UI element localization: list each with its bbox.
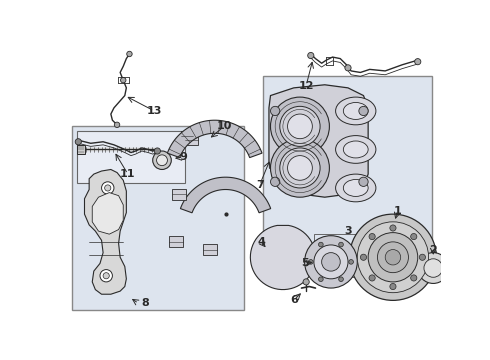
Circle shape bbox=[303, 279, 309, 285]
Polygon shape bbox=[92, 193, 123, 234]
Circle shape bbox=[153, 151, 172, 170]
Bar bbox=[77, 131, 185, 183]
Circle shape bbox=[305, 236, 357, 288]
Ellipse shape bbox=[343, 141, 368, 158]
Circle shape bbox=[270, 97, 329, 156]
Circle shape bbox=[157, 155, 168, 166]
Bar bbox=[72, 126, 244, 310]
Circle shape bbox=[419, 254, 425, 260]
Text: 11: 11 bbox=[120, 169, 136, 179]
Circle shape bbox=[314, 245, 348, 279]
Circle shape bbox=[349, 214, 437, 300]
Circle shape bbox=[361, 254, 367, 260]
Circle shape bbox=[357, 222, 429, 293]
Circle shape bbox=[318, 242, 323, 247]
Polygon shape bbox=[84, 170, 126, 294]
Circle shape bbox=[154, 148, 160, 154]
Circle shape bbox=[270, 177, 280, 186]
Circle shape bbox=[377, 242, 409, 273]
Ellipse shape bbox=[343, 180, 368, 197]
Circle shape bbox=[75, 139, 81, 145]
Circle shape bbox=[114, 122, 120, 127]
Circle shape bbox=[288, 156, 312, 180]
Polygon shape bbox=[168, 120, 262, 158]
Text: 5: 5 bbox=[301, 258, 308, 269]
Bar bbox=[203, 244, 217, 255]
Circle shape bbox=[424, 259, 442, 277]
Ellipse shape bbox=[336, 97, 376, 125]
Circle shape bbox=[411, 234, 417, 240]
Circle shape bbox=[339, 242, 343, 247]
Bar bbox=[314, 234, 381, 277]
Polygon shape bbox=[269, 85, 368, 197]
Circle shape bbox=[359, 177, 368, 186]
Circle shape bbox=[105, 185, 111, 191]
Circle shape bbox=[127, 51, 132, 57]
Circle shape bbox=[280, 106, 320, 147]
Circle shape bbox=[270, 106, 280, 116]
Circle shape bbox=[339, 277, 343, 282]
Circle shape bbox=[369, 234, 375, 240]
Text: 8: 8 bbox=[141, 298, 149, 309]
Circle shape bbox=[415, 59, 421, 65]
Text: 2: 2 bbox=[429, 244, 437, 255]
Circle shape bbox=[100, 270, 112, 282]
Circle shape bbox=[359, 106, 368, 116]
Bar bbox=[263, 76, 432, 251]
Circle shape bbox=[390, 225, 396, 231]
Text: 10: 10 bbox=[216, 121, 232, 131]
Circle shape bbox=[418, 253, 449, 283]
Circle shape bbox=[288, 114, 312, 139]
Circle shape bbox=[101, 182, 114, 194]
Circle shape bbox=[318, 277, 323, 282]
Text: 4: 4 bbox=[257, 237, 265, 247]
Circle shape bbox=[411, 275, 417, 281]
Circle shape bbox=[390, 283, 396, 289]
Circle shape bbox=[121, 77, 126, 83]
Circle shape bbox=[103, 273, 109, 279]
Text: 6: 6 bbox=[290, 295, 298, 305]
Ellipse shape bbox=[336, 136, 376, 163]
Circle shape bbox=[280, 148, 320, 188]
Circle shape bbox=[308, 53, 314, 59]
Text: 1: 1 bbox=[394, 206, 401, 216]
Bar bbox=[185, 136, 197, 145]
Bar bbox=[181, 131, 193, 140]
Bar bbox=[169, 237, 183, 247]
Circle shape bbox=[349, 260, 353, 264]
Circle shape bbox=[321, 253, 340, 271]
Ellipse shape bbox=[343, 103, 368, 120]
Bar bbox=[172, 189, 186, 199]
Circle shape bbox=[385, 249, 401, 265]
Circle shape bbox=[345, 65, 351, 71]
Text: 7: 7 bbox=[256, 180, 264, 190]
Bar bbox=[77, 145, 84, 154]
Circle shape bbox=[368, 233, 418, 282]
Ellipse shape bbox=[336, 174, 376, 202]
Text: 3: 3 bbox=[344, 226, 352, 236]
Text: 13: 13 bbox=[147, 106, 162, 116]
Polygon shape bbox=[250, 225, 316, 289]
Text: 12: 12 bbox=[298, 81, 314, 91]
Text: 9: 9 bbox=[180, 152, 188, 162]
Circle shape bbox=[369, 275, 375, 281]
Polygon shape bbox=[180, 177, 270, 213]
Circle shape bbox=[309, 260, 313, 264]
Circle shape bbox=[270, 139, 329, 197]
